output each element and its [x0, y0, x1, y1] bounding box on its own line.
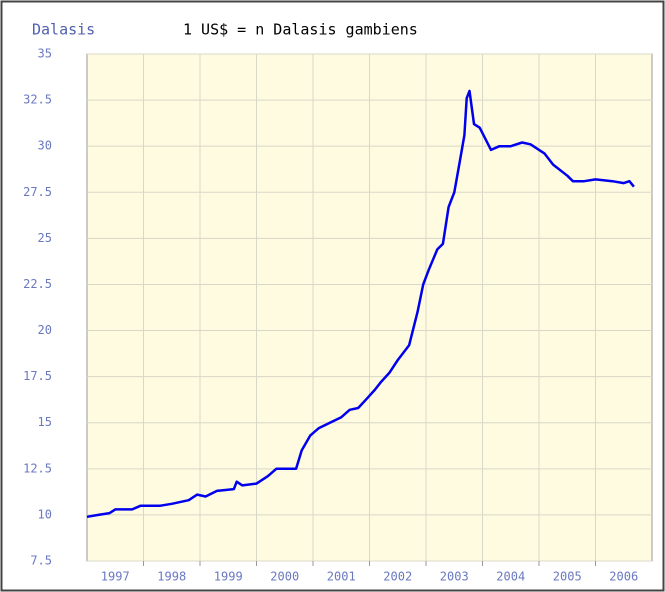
line: [86, 89, 635, 519]
y-tick-label: 25: [38, 231, 52, 245]
y-tick-label: 27.5: [23, 185, 52, 199]
y-tick-label: 12.5: [23, 461, 52, 475]
y-tick-label: 32.5: [23, 93, 52, 107]
y-tick-label: 17.5: [23, 369, 52, 383]
x-tick-label: 2002: [383, 570, 412, 584]
y-tick-label: 10: [38, 507, 52, 521]
y-tick-label: 15: [38, 415, 52, 429]
x-tick-label: 2005: [553, 570, 582, 584]
unit-label: Dalasis: [32, 21, 95, 39]
x-tick-label: 2001: [327, 570, 356, 584]
x-tick-label: 2000: [270, 570, 299, 584]
y-tick-label: 20: [38, 323, 52, 337]
x-tick-label: 1997: [101, 570, 130, 584]
y-tick-label: 22.5: [23, 277, 52, 291]
x-tick-label: 2004: [496, 570, 525, 584]
y-tick-label: 35: [38, 47, 52, 61]
x-tick-label: 1999: [214, 570, 243, 584]
x-tick-label: 1998: [157, 570, 186, 584]
x-tick-label: 2006: [609, 570, 638, 584]
y-tick-label: 30: [38, 139, 52, 153]
chart-title: 1 US$ = n Dalasis gambiens: [183, 21, 418, 39]
x-tick-label: 2003: [440, 570, 469, 584]
y-tick-label: 7.5: [30, 554, 52, 568]
